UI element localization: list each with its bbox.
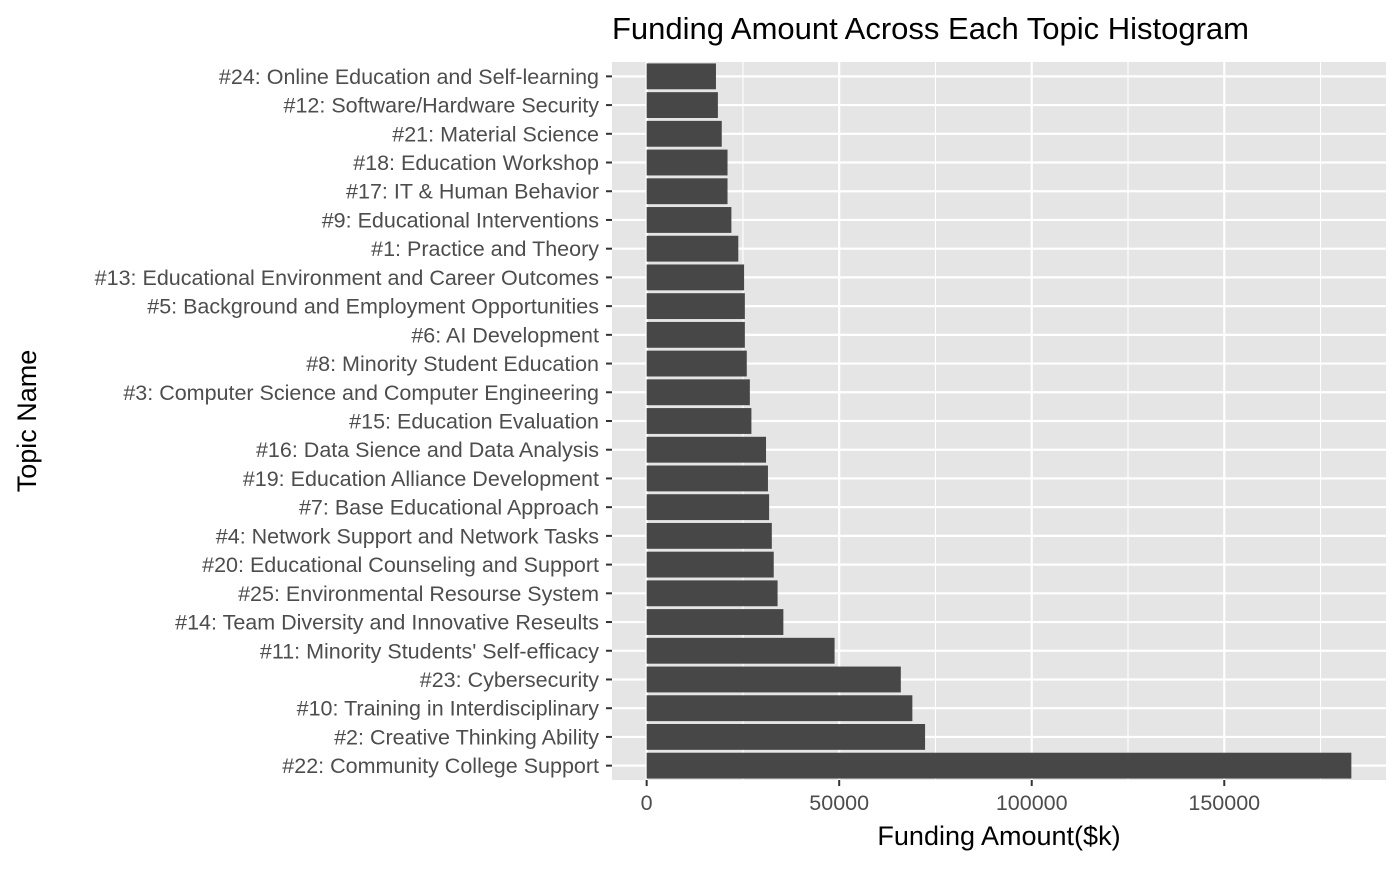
y-tick-label: #23: Cybersecurity (420, 668, 599, 692)
x-axis-ticks: 0 50000 100000 150000 (641, 780, 1260, 815)
bar (646, 723, 926, 750)
y-tick-label: #14: Team Diversity and Innovative Reseu… (175, 611, 599, 635)
bar (646, 63, 716, 90)
bar (646, 207, 732, 233)
y-tick-label: #22: Community College Support (282, 754, 599, 778)
bar (646, 695, 913, 722)
y-tick-label: #2: Creative Thinking Ability (334, 725, 599, 749)
bar (646, 120, 722, 147)
bar (646, 465, 768, 492)
bar (646, 637, 835, 664)
bar (646, 178, 728, 205)
y-tick-label: #19: Education Alliance Development (243, 467, 599, 491)
bar (646, 666, 901, 693)
x-tick-label: 0 (641, 791, 653, 815)
x-tick-label: 50000 (809, 791, 869, 815)
bar (646, 609, 784, 635)
bar (646, 350, 747, 377)
y-tick-label: #25: Environmental Resourse System (238, 582, 599, 606)
y-tick-label: #20: Educational Counseling and Support (202, 553, 599, 577)
y-tick-label: #10: Training in Interdisciplinary (297, 697, 600, 721)
bar (646, 408, 752, 434)
y-tick-label: #16: Data Sience and Data Analysis (256, 438, 599, 462)
chart-title: Funding Amount Across Each Topic Histogr… (612, 11, 1249, 46)
y-tick-label: #6: AI Development (411, 323, 599, 347)
bar (646, 580, 778, 607)
grid-lines (612, 62, 1386, 780)
y-axis-title: Topic Name (12, 350, 42, 493)
bar (646, 752, 1352, 779)
bar (646, 149, 728, 176)
y-axis-ticks: #24: Online Education and Self-learning #… (95, 65, 612, 778)
bar (646, 264, 745, 291)
y-tick-label: #3: Computer Science and Computer Engine… (123, 381, 599, 405)
y-tick-label: #11: Minority Students' Self-efficacy (260, 639, 599, 663)
x-tick-label: 100000 (996, 791, 1068, 815)
y-tick-label: #15: Education Evaluation (349, 410, 599, 434)
y-tick-label: #7: Base Educational Approach (299, 496, 599, 520)
y-tick-label: #21: Material Science (392, 122, 599, 146)
y-tick-label: #4: Network Support and Network Tasks (216, 524, 599, 548)
y-tick-label: #18: Education Workshop (353, 151, 599, 175)
y-tick-label: #17: IT & Human Behavior (346, 180, 599, 204)
bar (646, 551, 774, 578)
bar (646, 379, 750, 406)
x-tick-label: 150000 (1188, 791, 1260, 815)
bar (646, 522, 772, 549)
y-tick-label: #8: Minority Student Education (306, 352, 599, 376)
y-tick-label: #24: Online Education and Self-learning (219, 65, 599, 89)
y-tick-label: #9: Educational Interventions (322, 208, 599, 232)
bar (646, 436, 767, 463)
bars (646, 63, 1352, 779)
x-axis-title: Funding Amount($k) (877, 821, 1120, 851)
bar (646, 92, 718, 119)
y-tick-label: #13: Educational Environment and Career … (95, 266, 599, 290)
bar (646, 293, 745, 320)
bar (646, 494, 770, 521)
bar (646, 235, 739, 262)
bar (646, 321, 745, 348)
y-tick-label: #12: Software/Hardware Security (284, 94, 600, 118)
y-tick-label: #1: Practice and Theory (371, 237, 599, 261)
y-tick-label: #5: Background and Employment Opportunit… (147, 295, 599, 319)
